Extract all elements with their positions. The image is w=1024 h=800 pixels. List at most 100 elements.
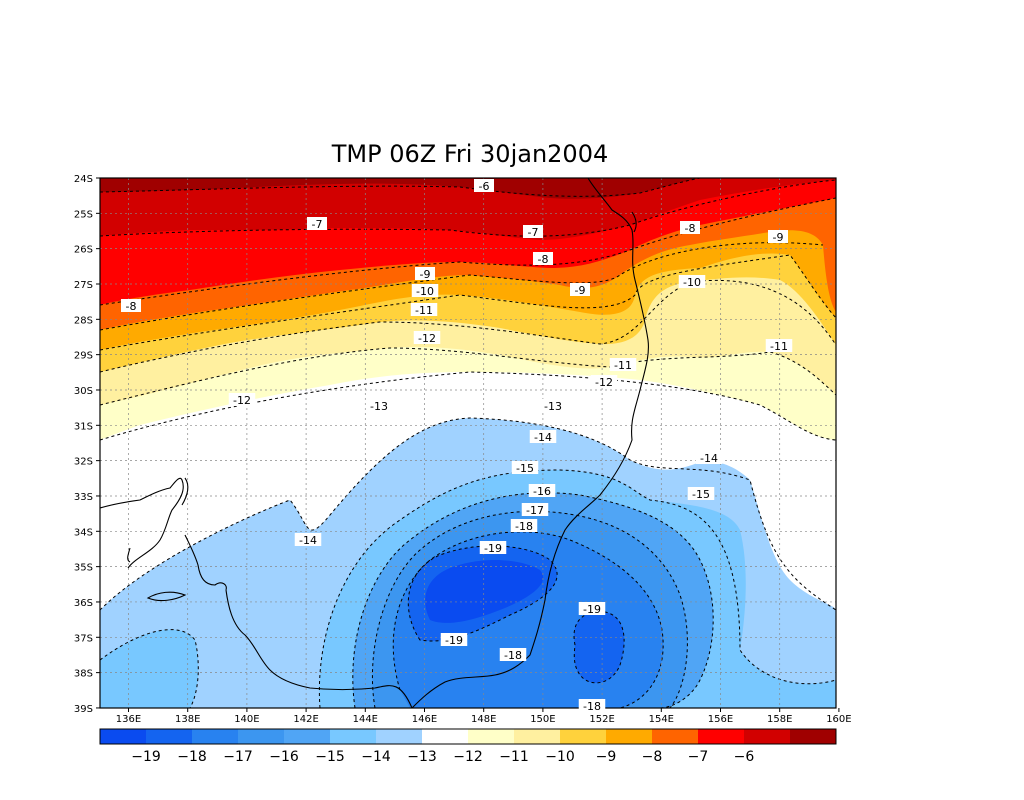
- y-tick-label: 24S: [74, 174, 93, 185]
- x-tick-label: 136E: [116, 714, 141, 725]
- contour-fills: [100, 178, 836, 708]
- contour-label-bg: [410, 303, 438, 316]
- colorbar-label: −14: [361, 749, 391, 765]
- contour-label: -9: [420, 268, 431, 281]
- contour-label: -12: [595, 376, 613, 389]
- y-tick-label: 37S: [74, 633, 93, 644]
- contour-label: -9: [575, 284, 586, 297]
- contour-label-bg: [479, 541, 507, 554]
- colorbar-swatch: [146, 729, 192, 744]
- y-tick-label: 36S: [74, 598, 93, 609]
- colorbar-swatch: [514, 729, 560, 744]
- contour-label: -13: [544, 400, 562, 413]
- contour-label: -11: [770, 340, 788, 353]
- fill-m5: [100, 178, 700, 199]
- colorbar-label: −6: [734, 749, 755, 765]
- y-tick-label: 33S: [74, 492, 93, 503]
- contour-label-bg: [578, 699, 606, 712]
- contour-label: -10: [683, 276, 701, 289]
- colorbar-swatch: [284, 729, 330, 744]
- colorbar-label: −8: [642, 749, 663, 765]
- chart-title: TMP 06Z Fri 30jan2004: [331, 140, 609, 168]
- x-tick-label: 158E: [767, 714, 792, 725]
- contour-label: -15: [692, 488, 710, 501]
- x-tick-label: 148E: [471, 714, 496, 725]
- contour-label: -6: [479, 180, 490, 193]
- colorbar-swatch: [376, 729, 422, 744]
- y-tick-label: 27S: [74, 280, 93, 291]
- contour-label-bg: [440, 633, 468, 646]
- fill-m6: [100, 178, 836, 240]
- contour-label-bg: [609, 358, 637, 371]
- colorbar: −19 −18 −17 −16 −15 −14 −13 −12 −11 −10 −9 −8 −7 −6: [99, 728, 837, 765]
- contour-label-bg: [121, 299, 141, 312]
- contour-label: -19: [484, 542, 502, 555]
- y-tick-label: 29S: [74, 351, 93, 362]
- contour-label: -17: [526, 504, 544, 517]
- contour-label: -7: [312, 218, 323, 231]
- contour-label-bg: [680, 221, 700, 234]
- contour-label: -15: [516, 462, 534, 475]
- x-tick-label: 160E: [826, 714, 851, 725]
- contour-label: -12: [233, 394, 251, 407]
- contour-label-bg: [510, 519, 538, 532]
- x-tick-label: 144E: [353, 714, 378, 725]
- contour-label-bg: [413, 331, 441, 344]
- y-tick-label: 26S: [74, 245, 93, 256]
- plot-frame: [99, 177, 837, 709]
- contour-label-bg: [768, 230, 788, 243]
- contour-label: -8: [685, 222, 696, 235]
- colorbar-label: −9: [596, 749, 617, 765]
- x-tick-label: 146E: [412, 714, 437, 725]
- colorbar-label: −7: [688, 749, 709, 765]
- contour-label: -11: [415, 304, 433, 317]
- colorbar-swatch: [560, 729, 606, 744]
- contour-label-bg: [511, 461, 539, 474]
- x-tick-label: 138E: [175, 714, 200, 725]
- y-tick-label: 32S: [74, 457, 93, 468]
- colorbar-frame: [99, 728, 837, 745]
- contour-label-bg: [499, 648, 527, 661]
- colorbar-label: −16: [269, 749, 299, 765]
- contour-label-bg: [529, 430, 557, 443]
- colorbar-swatch: [330, 729, 376, 744]
- colorbar-swatch: [606, 729, 652, 744]
- colorbar-label: −11: [499, 749, 529, 765]
- colorbar-label: −10: [545, 749, 575, 765]
- contour-label-bg: [590, 375, 618, 388]
- contour-label-bg: [294, 533, 322, 546]
- x-tick-label: 140E: [234, 714, 259, 725]
- contour-label: -18: [583, 700, 601, 713]
- colorbar-swatch: [790, 729, 836, 744]
- colorbar-swatch: [100, 729, 146, 744]
- y-tick-label: 28S: [74, 315, 93, 326]
- colorbar-swatch: [652, 729, 698, 744]
- contour-label: -12: [418, 332, 436, 345]
- contour-label: -19: [583, 603, 601, 616]
- colorbar-label: −17: [223, 749, 253, 765]
- contour-label: -8: [538, 253, 549, 266]
- y-tick-label: 34S: [74, 527, 93, 538]
- contour-label-bg: [365, 399, 393, 412]
- colorbar-label: −19: [131, 749, 161, 765]
- y-tick-label: 39S: [74, 704, 93, 715]
- contour-label-bg: [570, 283, 590, 296]
- colorbar-swatch: [422, 729, 468, 744]
- y-tick-label: 35S: [74, 563, 93, 574]
- contour-label: -11: [614, 359, 632, 372]
- contour-label-bg: [307, 217, 327, 230]
- y-tick-label: 25S: [74, 209, 93, 220]
- fill-m20: [425, 559, 544, 623]
- contour-label: -14: [534, 431, 552, 444]
- contour-label: -10: [416, 285, 434, 298]
- colorbar-swatch: [192, 729, 238, 744]
- contour-label-bg: [228, 393, 256, 406]
- contour-label-bg: [528, 484, 556, 497]
- contour-label: -9: [773, 231, 784, 244]
- colorbar-swatch: [238, 729, 284, 744]
- x-tick-label: 142E: [293, 714, 318, 725]
- contour-label: -7: [528, 226, 539, 239]
- contour-label-bg: [678, 275, 706, 288]
- contour-label-bg: [474, 179, 494, 192]
- colorbar-label: −13: [407, 749, 437, 765]
